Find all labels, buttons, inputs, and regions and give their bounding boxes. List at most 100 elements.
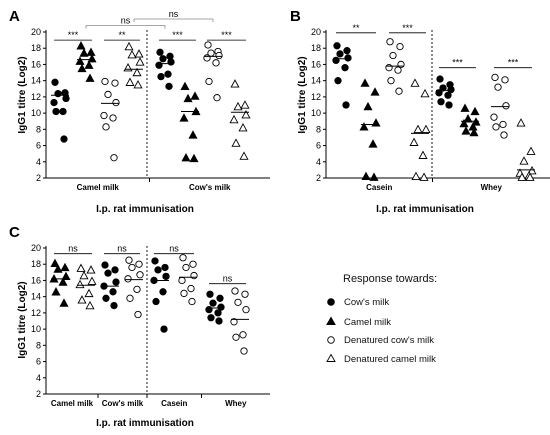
panel-c-point (178, 276, 186, 285)
panel-a-point (241, 109, 251, 119)
panel-b-point (359, 122, 369, 131)
panel-a-ytick-label: 14 (31, 76, 41, 86)
panel-b-point (342, 101, 350, 109)
panel-a-point (76, 41, 86, 50)
panel-a-point (204, 41, 212, 49)
panel-letter-a: A (9, 8, 20, 25)
legend-marker-cows-milk (327, 298, 335, 306)
panel-a-ytick-label: 4 (36, 157, 41, 167)
panel-a-point (59, 107, 67, 116)
panel-a-point (100, 111, 108, 120)
panel-c-point (162, 272, 170, 281)
panel-c-point (125, 256, 133, 264)
panel-b-point (444, 91, 452, 99)
panel-a-point (179, 113, 189, 122)
panel-a-significance-label: ns (169, 9, 179, 19)
panel-c-group-label: Camel milk (51, 399, 94, 408)
panel-c-point (136, 271, 144, 279)
panel-b-ytick-label: 10 (311, 108, 321, 118)
panel-b-point (420, 88, 430, 98)
panel-a-significance-label: ** (118, 30, 126, 40)
panel-a-point (132, 67, 142, 77)
panel-c-point (60, 262, 70, 272)
panel-a-point (102, 123, 110, 131)
panel-b-ytick-label: 8 (316, 124, 321, 134)
panel-c-point (75, 279, 85, 289)
panel-a-point (112, 98, 120, 107)
panel-a-group-label: Camel milk (77, 183, 120, 192)
legend-marker-denatured-cows-milk (327, 336, 335, 344)
panel-a-significance-label: *** (221, 30, 232, 40)
panel-b-point (490, 113, 498, 121)
panel-c-point (58, 277, 68, 286)
panel-a-point (181, 152, 191, 162)
panel-c-point (242, 305, 250, 314)
panel-b-point (336, 50, 344, 58)
panel-c-point (110, 301, 118, 310)
panel-c-group-label: Cow's milk (102, 399, 144, 408)
panel-b-point (413, 124, 423, 133)
panel-b-ytick-label: 18 (311, 43, 321, 53)
panel-a-point (125, 77, 135, 86)
panel-c-point (61, 271, 71, 281)
panel-a-point (110, 154, 118, 162)
panel-b-point (332, 56, 340, 65)
legend-item-denatured-camel-milk: Denatured camel milk (326, 353, 436, 365)
panel-b-point (459, 118, 469, 128)
panel-c-point (87, 276, 97, 285)
panel-a-point (85, 73, 95, 82)
panel-b-ytick-label: 6 (316, 141, 321, 151)
panel-b-point (421, 124, 431, 133)
panel-b-point (361, 171, 371, 181)
panel-b-point (519, 156, 529, 165)
panel-a-point (213, 94, 221, 102)
panel-b-point (389, 51, 397, 60)
panel-a-point (215, 51, 223, 60)
panel-b-point (527, 165, 537, 175)
panel-c-point (124, 275, 132, 283)
panel-a-ytick-label: 12 (31, 92, 41, 102)
panel-b-point (435, 89, 443, 97)
panel-c-point (76, 263, 86, 272)
panel-a-point (60, 135, 68, 143)
panel-b-point (369, 172, 379, 181)
panel-c-point (77, 295, 87, 304)
panel-c-point (53, 264, 63, 273)
legend-marker-camel-milk (326, 316, 336, 325)
panel-c-point (151, 257, 159, 265)
panel-b-ytick-label: 2 (316, 173, 321, 183)
panel-a-point (212, 59, 220, 67)
panel-a-point (101, 77, 109, 86)
panel-b-point (471, 117, 481, 126)
legend-title: Response towards: (343, 273, 437, 285)
panel-a-point (51, 78, 59, 86)
panel-a-point (109, 114, 117, 122)
panel-letter-b: B (290, 8, 301, 25)
panel-b-point (386, 38, 394, 46)
panel-b-point (363, 101, 373, 111)
panel-a-point (79, 48, 89, 57)
panel-b-point (437, 98, 445, 106)
panel-b-point (419, 172, 429, 181)
panel-a-point (133, 79, 143, 89)
panel-a-point (135, 57, 145, 66)
panel-c-point (128, 263, 136, 272)
panel-b-point (409, 137, 419, 146)
panel-c-point (135, 260, 143, 268)
panel-a-point (205, 77, 213, 86)
panel-a-point (189, 153, 199, 163)
panel-c-significance-label: ns (117, 244, 127, 254)
panel-b-significance-label: *** (452, 58, 463, 68)
panel-b-point (385, 64, 393, 72)
panel-a-ytick-label: 18 (31, 43, 41, 53)
panel-c-point (214, 309, 222, 317)
panel-a-point (190, 91, 200, 100)
panel-a-xlabel: I.p. rat immunisation (96, 204, 194, 215)
panel-a-ytick-label: 8 (36, 124, 41, 134)
panel-b-point (491, 73, 499, 82)
panel-c-significance-label: ns (68, 244, 78, 254)
panel-c-ytick-label: 18 (31, 259, 41, 269)
panel-a-ytick-label: 20 (31, 27, 41, 37)
